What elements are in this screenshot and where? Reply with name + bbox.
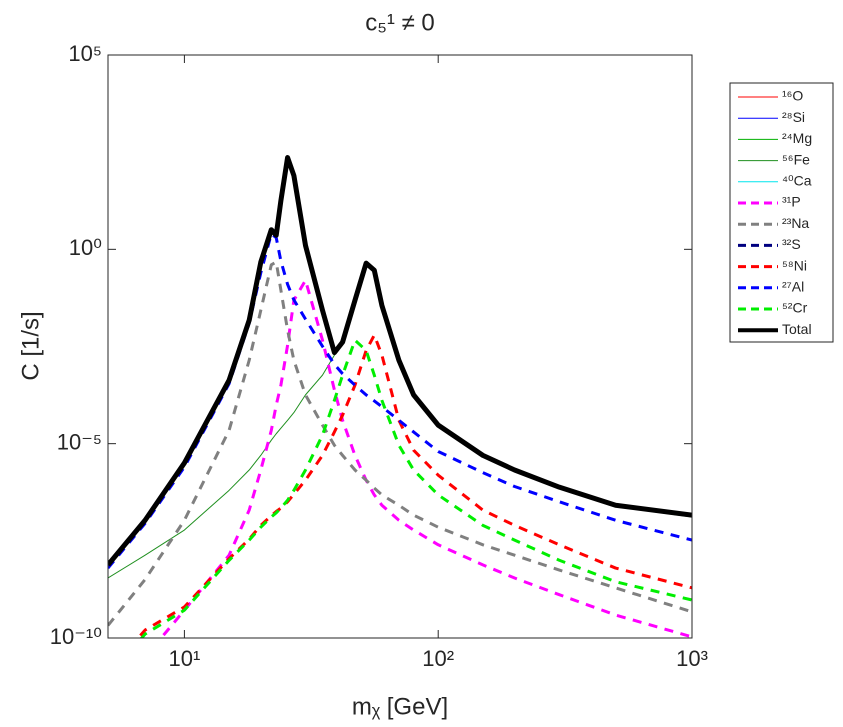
legend-label: ⁵⁸Ni — [782, 257, 807, 273]
legend-label: ⁴⁰Ca — [782, 173, 812, 189]
x-tick-label: 10² — [422, 646, 454, 671]
y-tick-label: 10⁰ — [69, 235, 102, 260]
series-line — [108, 155, 692, 567]
legend-label: ²⁷Al — [782, 279, 804, 295]
y-axis-label: C [1/s] — [17, 311, 44, 380]
legend-label: ⁵²Cr — [782, 300, 808, 316]
series-line — [159, 278, 692, 638]
legend-box — [729, 82, 834, 343]
legend-label: ³¹P — [782, 194, 801, 210]
x-tick-label: 10³ — [676, 646, 708, 671]
axes-box — [107, 54, 693, 639]
series-line — [108, 260, 692, 627]
legend-label: ²⁸Si — [782, 109, 805, 125]
legend-label: ¹⁶O — [782, 88, 803, 104]
legend-label: ⁵⁶Fe — [782, 151, 810, 167]
x-tick-label: 10¹ — [169, 646, 201, 671]
plot-area — [108, 55, 692, 638]
legend-label: ²³Na — [782, 215, 809, 231]
y-tick-label: 10⁵ — [68, 41, 102, 66]
series-line — [139, 338, 692, 638]
legend-label: ²⁴Mg — [782, 130, 812, 146]
lines — [108, 155, 692, 638]
y-tick-label: 10⁻¹⁰ — [50, 624, 102, 649]
x-axis-label: mᵪ [GeV] — [352, 693, 448, 720]
y-tick-label: 10⁻⁵ — [57, 429, 102, 454]
legend-label: Total — [782, 321, 812, 337]
legend-label: ³²S — [782, 236, 801, 252]
chart-title: c₅¹ ≠ 0 — [365, 9, 435, 36]
